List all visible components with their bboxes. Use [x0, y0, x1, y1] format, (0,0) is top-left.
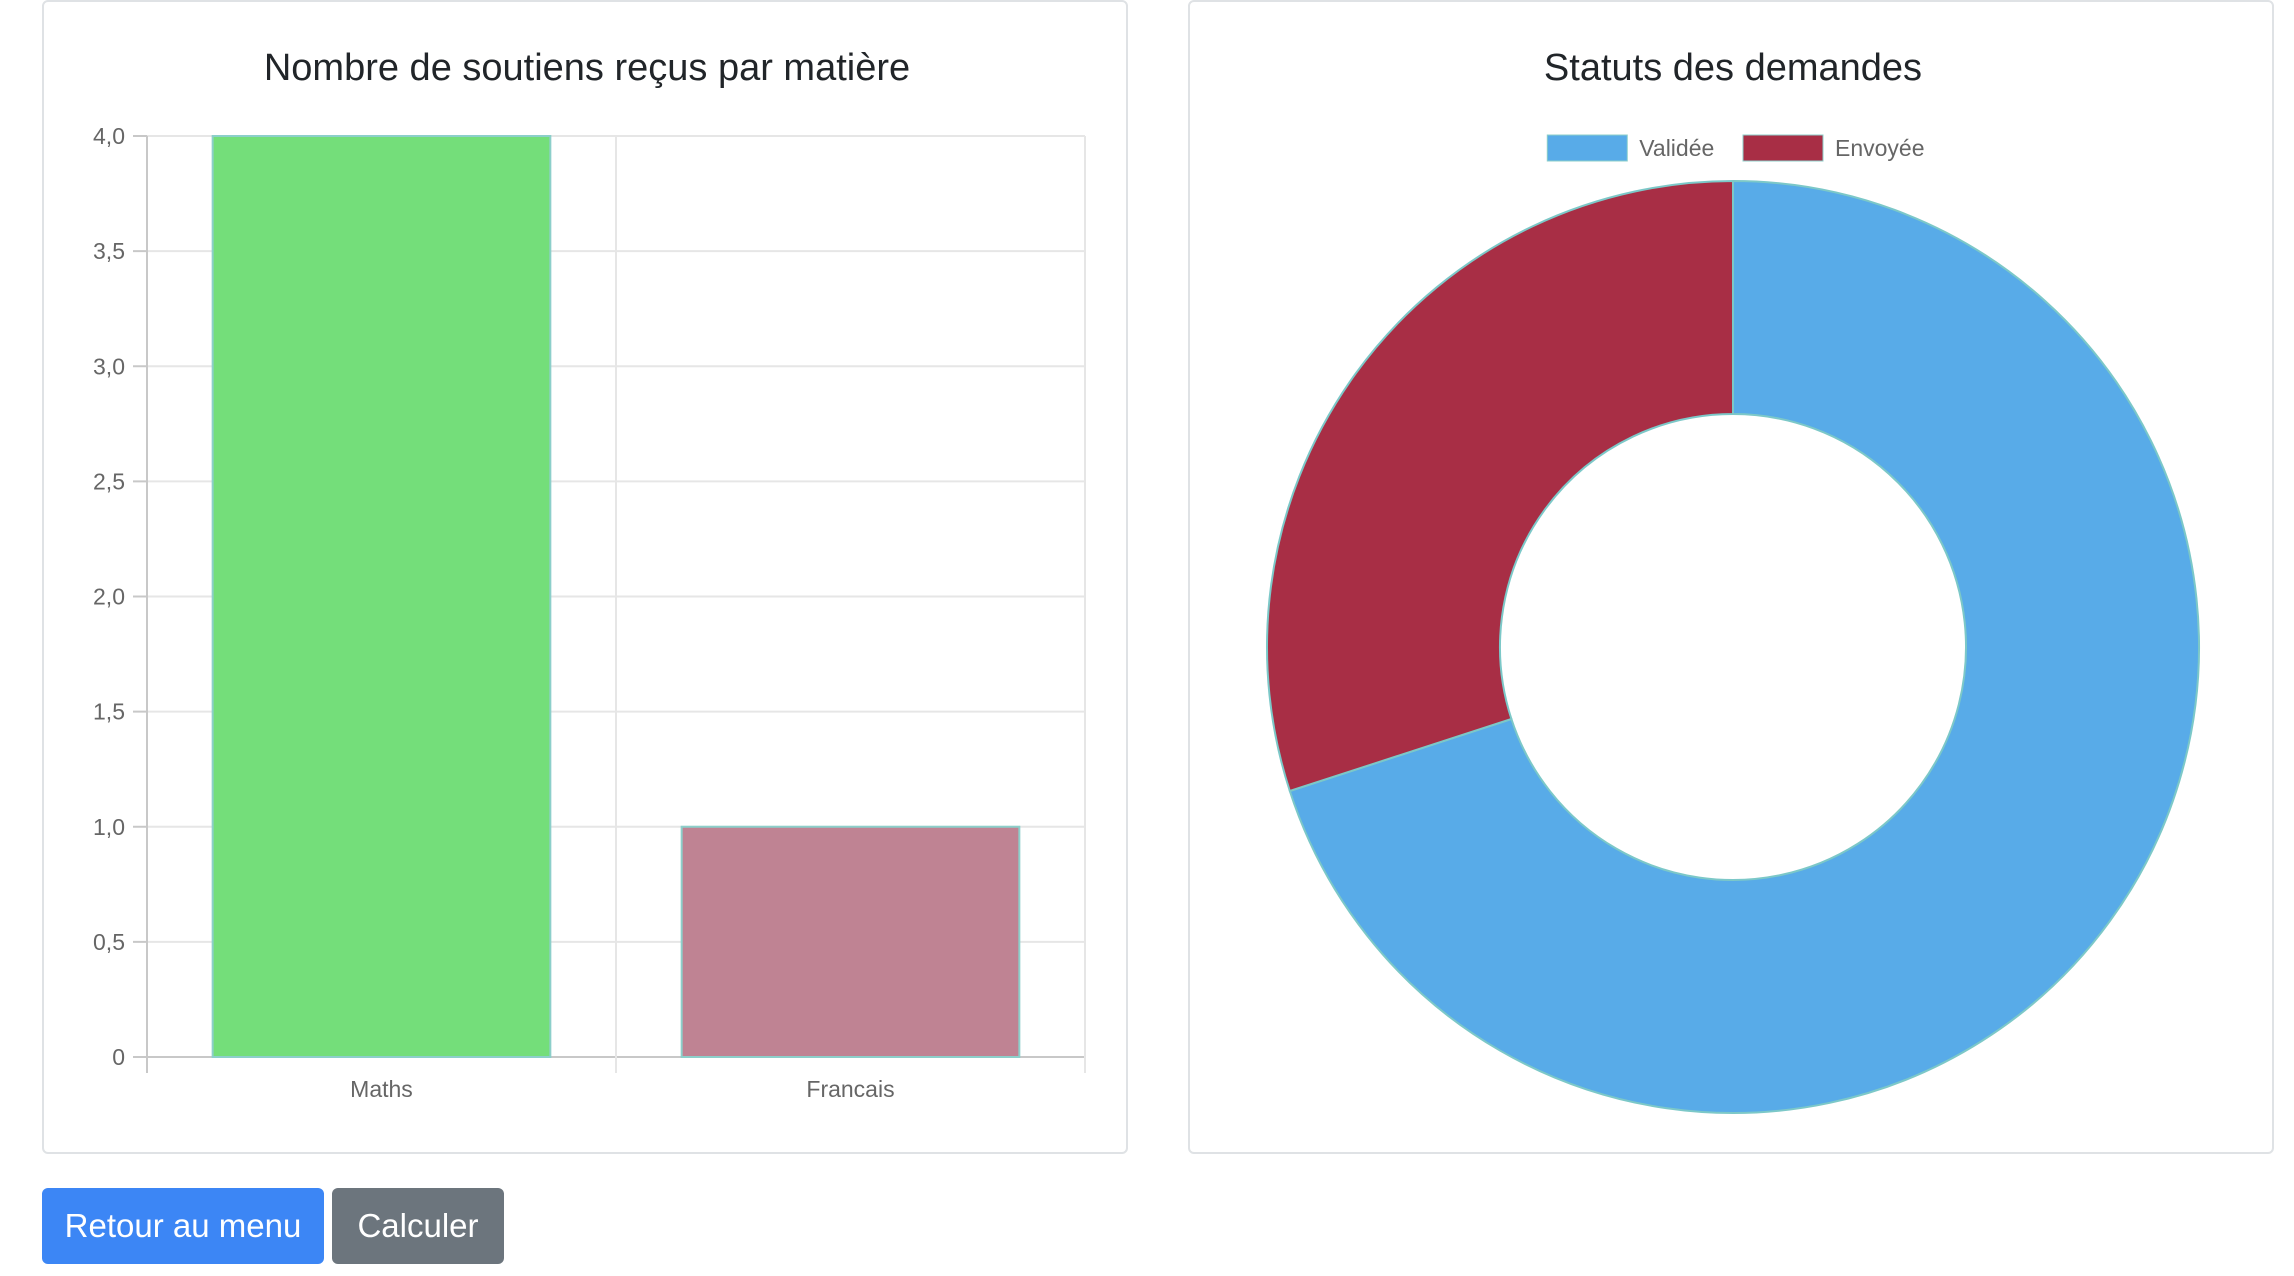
- doughnut-slice-0: [1288, 179, 2200, 1114]
- doughnut-chart: Statuts des demandes Validée Envoyée: [1266, 47, 2200, 1114]
- y-tick-label: 3,0: [93, 353, 125, 379]
- y-tick-label: 3,5: [93, 238, 125, 264]
- y-tick-label: 4,0: [93, 123, 125, 149]
- bar-chart-card: Nombre de soutiens reçus par matière 0 0,…: [42, 0, 1128, 1154]
- doughnut-slice-1: [1266, 179, 1734, 793]
- legend-label: Envoyée: [1835, 135, 1925, 161]
- doughnut-legend: Validée Envoyée: [1546, 134, 1925, 162]
- x-tick-label: Francais: [806, 1076, 894, 1102]
- doughnut-chart-title: Statuts des demandes: [1544, 47, 1922, 89]
- y-tick-label: 0: [112, 1044, 125, 1070]
- legend-swatch-1: [1742, 134, 1824, 162]
- bar-maths: [211, 135, 552, 1058]
- legend-label: Validée: [1639, 135, 1714, 161]
- bar-francais: [680, 825, 1021, 1058]
- bar-chart-title: Nombre de soutiens reçus par matière: [264, 47, 910, 89]
- y-tick-label: 1,5: [93, 699, 125, 725]
- doughnut-chart-card: Statuts des demandes Validée Envoyée: [1188, 0, 2274, 1154]
- x-tick-label: Maths: [350, 1076, 413, 1102]
- calculate-button[interactable]: Calculer: [332, 1188, 504, 1264]
- y-tick-label: 0,5: [93, 929, 125, 955]
- bar-chart: Nombre de soutiens reçus par matière 0 0,…: [93, 47, 1086, 1102]
- y-tick-label: 2,5: [93, 468, 125, 494]
- back-to-menu-button[interactable]: Retour au menu: [42, 1188, 324, 1264]
- y-tick-label: 2,0: [93, 584, 125, 610]
- legend-swatch-0: [1546, 134, 1628, 162]
- y-tick-label: 1,0: [93, 814, 125, 840]
